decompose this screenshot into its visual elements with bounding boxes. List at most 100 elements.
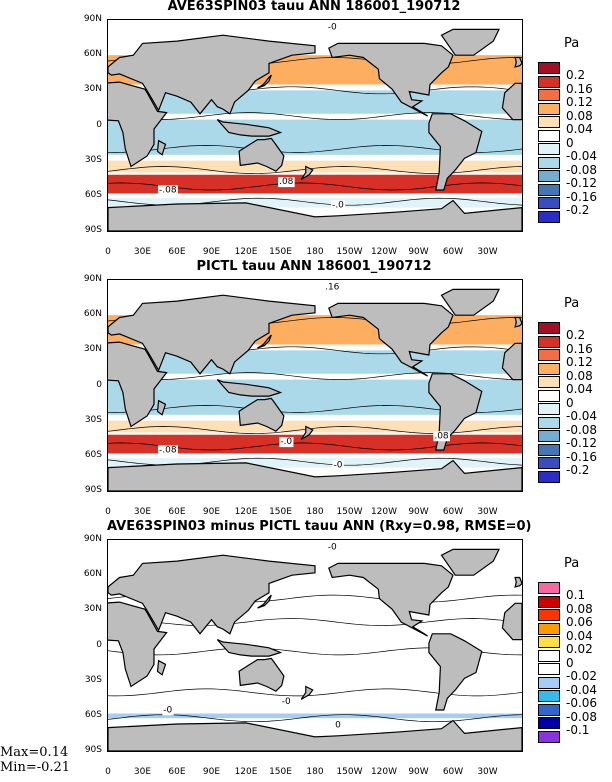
- colorbar-swatch: [538, 197, 560, 209]
- land-greenland: [440, 288, 500, 316]
- map-plot: -0 -.08 .08 -.0: [107, 19, 523, 232]
- map-plot: .16 -.08 -.0 -0 .08: [107, 279, 523, 492]
- lon-tick-label: 90E: [202, 247, 221, 257]
- lon-tick-label: 30E: [133, 767, 152, 777]
- panel-3: AVE63SPIN03 minus PICTL tauu ANN (Rxy=0.…: [0, 519, 612, 782]
- panel-title: AVE63SPIN03 tauu ANN 186001_190712: [167, 0, 461, 14]
- lon-tick-label: 90W: [408, 247, 429, 257]
- lon-tick-label: 120W: [370, 507, 398, 517]
- colorbar-swatch: [538, 582, 560, 594]
- land-uk: [514, 316, 522, 328]
- colorbar-swatch: [538, 376, 560, 388]
- lon-tick-label: 180: [306, 767, 324, 777]
- colorbar-swatch: [538, 116, 560, 128]
- lon-tick-label: 0: [105, 767, 111, 777]
- colorbar-swatch: [538, 129, 560, 142]
- colorbar-swatch: [538, 389, 560, 402]
- stat-max: Max=0.14: [0, 745, 69, 760]
- colorbar-swatch: [538, 636, 560, 648]
- colorbar-label: -0.06: [566, 696, 598, 710]
- land-north-america: [328, 42, 454, 117]
- land-nz: [300, 685, 314, 700]
- land-south-america: [428, 113, 483, 191]
- lon-tick-label: 90W: [408, 767, 429, 777]
- lat-tick-label: 90N: [83, 14, 102, 24]
- colorbar-label: -0.08: [566, 709, 598, 724]
- lat-tick-label: 30S: [84, 674, 102, 685]
- lon-tick-label: 180: [306, 507, 324, 517]
- colorbar-swatch: [538, 156, 560, 169]
- colorbar-swatch: [538, 102, 560, 115]
- lon-tick-label: 30W: [477, 247, 498, 257]
- colorbar-label: 0.02: [566, 642, 593, 656]
- lon-tick-label: 150W: [336, 247, 363, 257]
- colorbar-swatch: [538, 183, 560, 196]
- lon-tick-label: 150W: [336, 507, 363, 517]
- lon-tick-label: 30E: [133, 507, 152, 517]
- land-indonesia: [216, 119, 283, 137]
- colorbar-swatch: [538, 676, 560, 689]
- land-japan: [257, 334, 272, 349]
- lon-tick-label: 150E: [269, 247, 292, 257]
- land-south-america: [428, 633, 483, 711]
- lat-tick-label: 30S: [84, 154, 102, 165]
- lat-tick-label: 90S: [84, 485, 102, 495]
- land-madagascar: [156, 139, 167, 156]
- lon-tick-label: 120E: [234, 767, 258, 777]
- colorbar-label: 0.16: [566, 341, 593, 356]
- lat-tick-label: 90N: [83, 274, 102, 284]
- lat-tick-label: 0: [96, 119, 102, 130]
- lat-tick-label: 30N: [83, 344, 102, 355]
- lon-tick-label: 60E: [168, 767, 186, 777]
- stat-min: Min=-0.21: [0, 760, 71, 775]
- panel-title: PICTL tauu ANN 186001_190712: [196, 259, 432, 274]
- colorbar-swatch: [538, 349, 560, 361]
- panel-1: AVE63SPIN03 tauu ANN 186001_190712 -0 -.0…: [0, 0, 612, 262]
- panel-2: PICTL tauu ANN 186001_190712 .16 -.08 -.0 -…: [0, 259, 612, 522]
- land-nz: [300, 165, 314, 180]
- land-madagascar: [156, 659, 167, 676]
- colorbar-label: -0.12: [566, 436, 598, 450]
- colorbar-label: -0.04: [566, 409, 598, 423]
- lat-tick-label: 30N: [83, 84, 102, 95]
- lon-tick-label: 60W: [442, 767, 464, 777]
- land-australia: [238, 657, 285, 692]
- colorbar-swatch: [538, 730, 560, 743]
- contour-label: -.08: [159, 445, 177, 455]
- colorbar-label: 0.04: [566, 628, 593, 643]
- land-indonesia: [216, 639, 283, 657]
- colorbar-label: -0.08: [566, 422, 598, 437]
- land-eurasia: [108, 34, 316, 115]
- colorbar-label: -0.16: [566, 449, 598, 464]
- land-antarctica: [108, 459, 522, 491]
- lat-tick-label: 60S: [84, 189, 102, 200]
- lat-tick-label: 60N: [83, 309, 102, 320]
- lon-tick-label: 90W: [408, 507, 429, 517]
- land-australia: [238, 137, 285, 172]
- land-africa: [108, 341, 168, 428]
- land-antarctica: [108, 719, 522, 751]
- lon-tick-label: 90E: [202, 767, 221, 777]
- lon-tick-label: 120E: [234, 507, 258, 517]
- colorbar-label: -0.04: [566, 149, 598, 163]
- lat-tick-label: 90S: [84, 745, 102, 755]
- contour-label: -0: [328, 542, 337, 552]
- colorbar-swatch: [538, 457, 560, 469]
- lon-tick-label: 30E: [133, 247, 152, 257]
- lat-tick-label: 30N: [83, 604, 102, 615]
- colorbar-label: 0.08: [566, 368, 593, 383]
- colorbar-swatch: [538, 430, 560, 442]
- colorbar-swatch: [538, 649, 560, 662]
- colorbar-swatch: [538, 609, 560, 621]
- lat-tick-label: 60N: [83, 49, 102, 60]
- lon-tick-label: 30W: [477, 507, 498, 517]
- land-north-america: [328, 302, 454, 377]
- colorbar-swatch: [538, 703, 560, 716]
- contour-label: -.08: [159, 185, 177, 195]
- colorbar-label: -0.04: [566, 682, 598, 697]
- legend-unit: Pa: [564, 36, 580, 51]
- lon-tick-label: 150W: [336, 767, 363, 777]
- colorbar-label: -0.16: [566, 189, 598, 204]
- lon-tick-label: 0: [105, 247, 111, 257]
- colorbar-label: 0.08: [566, 601, 593, 616]
